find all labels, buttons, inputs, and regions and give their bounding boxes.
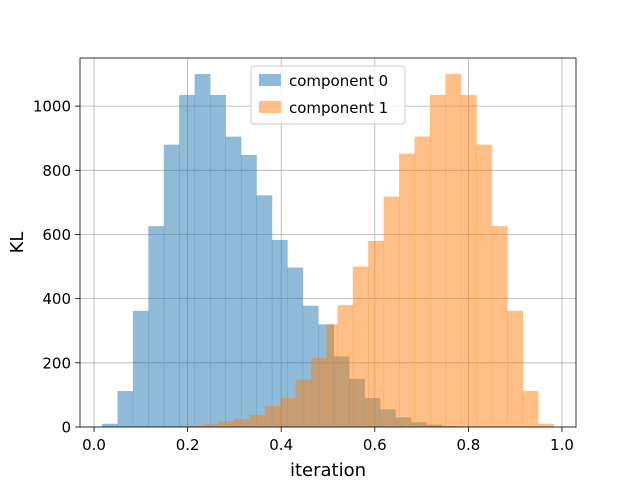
bar-s0-3 (148, 226, 165, 427)
bar-s1-14 (399, 153, 415, 427)
bar-s0-7 (210, 94, 226, 428)
bars (101, 74, 554, 428)
bar-s1-23 (538, 423, 554, 427)
bar-s1-1 (203, 424, 219, 427)
bar-s1-3 (233, 418, 250, 427)
x-tick-label-3: 0.6 (363, 436, 387, 454)
bar-s1-8 (311, 358, 327, 427)
bar-s1-9 (326, 324, 338, 427)
bar-s1-18 (460, 94, 477, 428)
bar-s1-22 (522, 391, 539, 427)
bar-s1-10 (337, 305, 354, 427)
bar-s1-4 (249, 414, 266, 427)
y-axis-ticks: 0 200 400 600 800 1000 (33, 98, 80, 437)
bar-s0-11 (271, 239, 288, 427)
bar-s1-17 (445, 74, 462, 427)
bar-s0-9 (240, 154, 257, 428)
bar-s1-6 (280, 398, 297, 427)
x-tick-label-4: 0.8 (456, 436, 480, 454)
bar-s0-6 (194, 74, 211, 427)
x-tick-label-2: 0.4 (269, 436, 293, 454)
bar-s1-13 (383, 196, 400, 427)
bar-s1-15 (414, 136, 431, 427)
y-tick-label-4: 800 (42, 162, 71, 180)
plot-frame (79, 57, 577, 428)
legend: component 0 component 1 (250, 65, 406, 125)
bar-s1-16 (430, 94, 446, 428)
y-tick-label-2: 400 (42, 290, 71, 308)
y-axis-label: KL (7, 232, 28, 254)
bar-s1-2 (218, 421, 235, 427)
bar-s0-4 (163, 144, 180, 428)
bar-s1-21 (507, 310, 524, 427)
bar-s1-11 (352, 266, 369, 427)
x-axis-ticks: 0.0 0.2 0.4 0.6 0.8 1.0 (82, 427, 574, 454)
bar-s1-12 (368, 240, 385, 427)
bar-s0-1 (117, 391, 134, 427)
bar-s0-5 (179, 94, 196, 428)
bar-s1-0 (187, 426, 204, 427)
series-1 (187, 74, 554, 428)
y-tick-label-3: 600 (42, 226, 71, 244)
y-tick-label-1: 200 (42, 354, 71, 372)
bar-s1-7 (295, 379, 312, 427)
bar-s0-8 (225, 136, 242, 427)
legend-label-1: component 1 (289, 99, 388, 117)
x-tick-label-1: 0.2 (176, 436, 200, 454)
y-tick-label-5: 1000 (33, 98, 71, 116)
bar-s0-10 (256, 195, 273, 427)
y-tick-label-0: 0 (61, 419, 71, 437)
legend-label-0: component 0 (289, 72, 388, 90)
bar-s0-0 (101, 423, 118, 427)
legend-box (250, 65, 406, 125)
x-tick-label-0: 0.0 (82, 436, 106, 454)
bar-s0-2 (132, 310, 149, 427)
legend-swatch-0 (259, 74, 281, 86)
legend-swatch-1 (259, 101, 281, 113)
bar-s1-19 (476, 144, 493, 428)
bar-s1-20 (491, 226, 508, 427)
x-tick-label-5: 1.0 (550, 436, 574, 454)
x-axis-label: iteration (290, 460, 366, 480)
bar-s1-5 (264, 406, 281, 427)
